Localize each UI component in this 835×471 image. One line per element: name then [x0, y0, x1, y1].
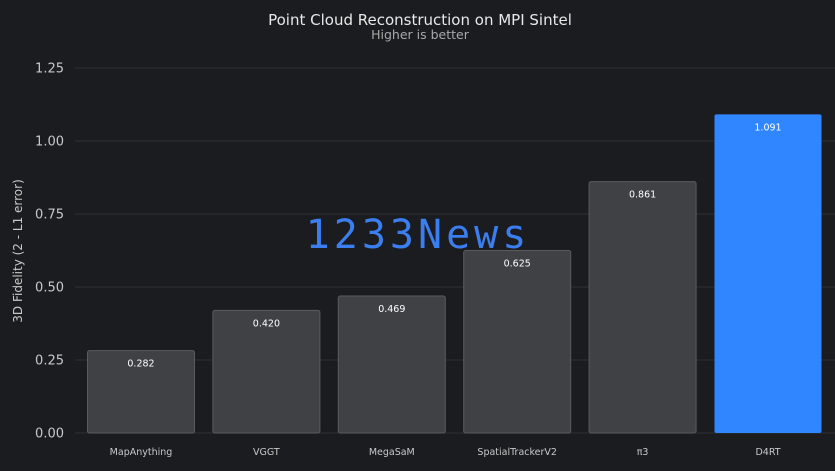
bar-megasam: [337, 295, 446, 434]
y-axis-label: 3D Fidelity (2 - L1 error): [11, 179, 25, 322]
y-tick-label: 0.75: [35, 208, 64, 223]
bar-value-label: 1.091: [754, 122, 781, 133]
x-tick-label: π3: [637, 447, 649, 458]
y-tick-label: 1.00: [35, 135, 64, 150]
y-axis-ticks: 0.00 0.25 0.50 0.75 1.00 1.25: [35, 62, 64, 442]
bar-value-label: 0.861: [629, 190, 656, 201]
x-tick-label: SpatialTrackerV2: [477, 447, 557, 458]
bar-d4rt: [714, 114, 822, 433]
bar-value-label: 0.282: [127, 359, 154, 370]
data-labels: 0.282 0.420 0.469 0.625 0.861 1.091: [127, 122, 781, 369]
x-tick-label: VGGT: [253, 447, 280, 458]
y-tick-label: 0.25: [35, 354, 64, 369]
bar-spatialtrackerv2: [463, 250, 572, 434]
bar-mapanything: [87, 350, 195, 434]
x-tick-label: D4RT: [755, 447, 780, 458]
bars: [87, 114, 822, 434]
x-tick-label: MegaSaM: [369, 447, 415, 458]
y-tick-label: 1.25: [35, 62, 64, 77]
gridlines: [75, 67, 835, 434]
chart-subtitle: Higher is better: [371, 27, 470, 42]
x-axis-ticks: MapAnything VGGT MegaSaM SpatialTrackerV2 π3…: [110, 447, 781, 458]
bar-value-label: 0.469: [378, 304, 405, 315]
bar-value-label: 0.625: [504, 259, 531, 270]
bar-vggt: [212, 309, 321, 434]
chart-title: Point Cloud Reconstruction on MPI Sintel: [268, 11, 572, 29]
y-tick-label: 0.50: [35, 281, 64, 296]
y-tick-label: 0.00: [35, 427, 64, 442]
watermark-logo: 1233News: [306, 212, 531, 258]
bar-π3: [588, 181, 697, 434]
x-tick-label: MapAnything: [110, 447, 173, 458]
bar-value-label: 0.420: [253, 318, 280, 329]
